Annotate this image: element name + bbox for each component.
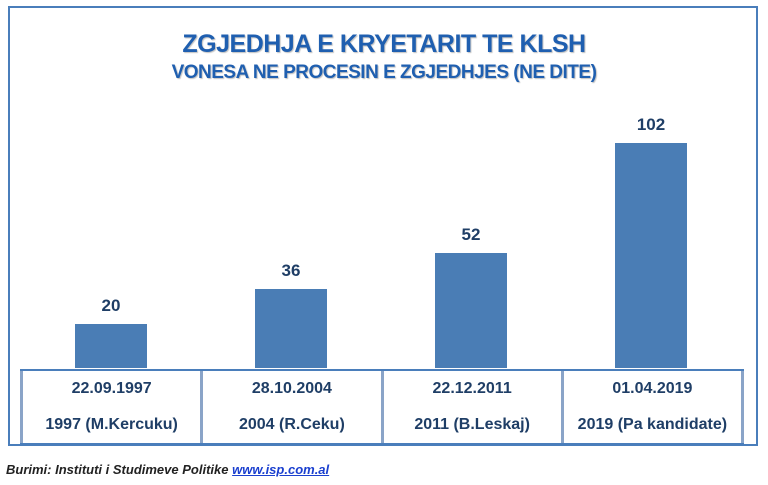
category-label: 2011 (B.Leskaj) [414,416,530,433]
category-cell: 22.12.2011 2011 (B.Leskaj) [380,371,561,443]
category-label: 2004 (R.Ceku) [238,416,345,433]
category-cell: 01.04.2019 2019 (Pa kandidate) [560,371,744,443]
chart-subtitle: VONESA NE PROCESIN E ZGJEDHJES (NE DITE) [171,62,597,83]
category-date: 22.09.1997 [71,380,152,397]
category-table: 22.09.1997 1997 (M.Kercuku) 28.10.2004 200… [20,369,744,445]
category-label: 1997 (M.Kercuku) [45,416,178,433]
category-date: 22.12.2011 [432,380,512,397]
data-label: 36 [281,260,301,280]
category-cell: 28.10.2004 2004 (R.Ceku) [200,371,380,443]
source-link[interactable]: www.isp.com.al [232,462,330,477]
chart-title: ZGJEDHJA E KRYETARIT TE KLSH [182,30,586,58]
source-text: Burimi: Instituti i Studimeve Politike [6,462,229,477]
bar [255,288,327,368]
chart-frame [8,6,758,446]
category-cell: 22.09.1997 1997 (M.Kercuku) [20,371,200,443]
bar [75,323,147,368]
category-date: 28.10.2004 [251,380,332,397]
source-note: Burimi: Instituti i Studimeve Politike w… [6,462,329,477]
data-label: 20 [101,295,121,315]
data-label: 52 [461,225,481,245]
data-label: 102 [636,115,666,134]
category-date: 01.04.2019 [612,380,693,397]
bar [435,253,507,368]
category-label: 2019 (Pa kandidate) [577,416,728,433]
bar [615,143,687,368]
